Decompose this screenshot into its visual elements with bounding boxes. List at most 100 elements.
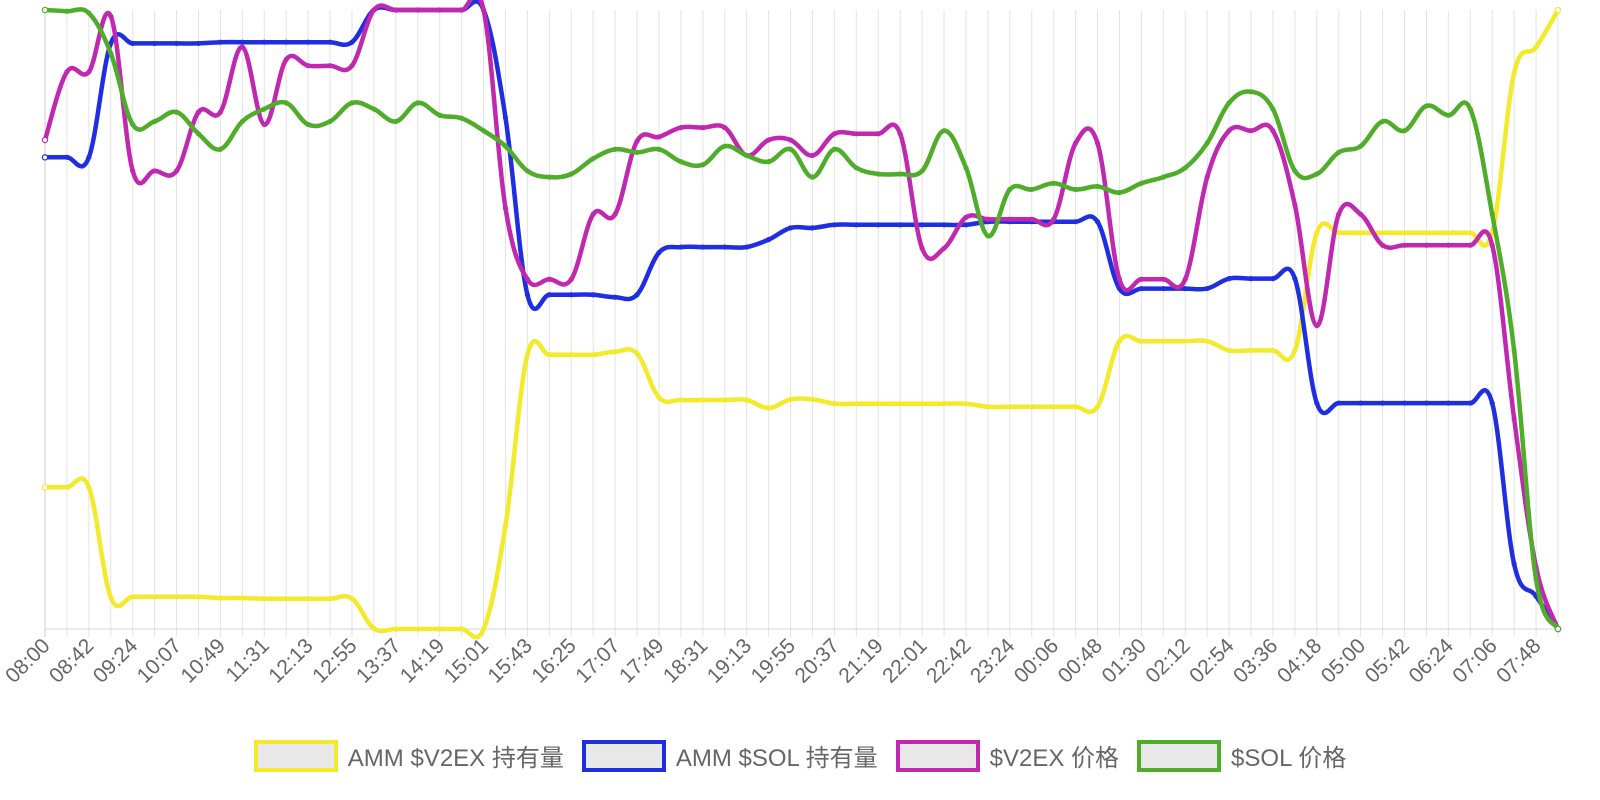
data-point[interactable] — [919, 245, 925, 251]
data-point[interactable] — [1270, 128, 1276, 134]
data-point[interactable] — [590, 292, 596, 298]
data-point[interactable] — [809, 396, 816, 402]
data-point[interactable] — [502, 523, 509, 529]
data-point[interactable] — [766, 237, 772, 243]
data-point[interactable] — [831, 401, 837, 407]
data-point[interactable] — [722, 397, 728, 403]
data-point[interactable] — [744, 152, 750, 159]
data-point[interactable] — [722, 143, 728, 149]
data-point[interactable] — [1138, 285, 1144, 292]
data-point[interactable] — [787, 146, 794, 152]
data-point[interactable] — [415, 100, 421, 106]
data-point[interactable] — [1072, 404, 1079, 410]
data-point[interactable] — [327, 39, 333, 45]
data-point[interactable] — [875, 401, 881, 407]
data-point[interactable] — [700, 244, 706, 250]
data-point[interactable] — [897, 222, 903, 228]
data-point[interactable] — [152, 40, 158, 47]
data-point[interactable] — [1072, 186, 1079, 193]
data-point[interactable] — [41, 6, 49, 14]
data-point[interactable] — [1358, 211, 1364, 217]
data-point[interactable] — [459, 7, 465, 13]
data-point[interactable] — [1094, 140, 1101, 146]
data-point[interactable] — [875, 222, 881, 228]
data-point[interactable] — [86, 69, 92, 75]
data-point[interactable] — [831, 131, 837, 137]
data-point[interactable] — [1226, 347, 1232, 354]
data-point[interactable] — [941, 401, 947, 407]
data-point[interactable] — [283, 56, 289, 63]
data-point[interactable] — [1094, 183, 1101, 190]
data-point[interactable] — [480, 128, 487, 134]
data-point[interactable] — [217, 595, 224, 601]
data-point[interactable] — [1182, 338, 1188, 344]
data-point[interactable] — [1094, 404, 1101, 410]
data-point[interactable] — [1292, 276, 1298, 282]
data-point[interactable] — [371, 625, 377, 631]
data-point[interactable] — [283, 100, 289, 106]
data-point[interactable] — [1533, 44, 1539, 50]
data-point[interactable] — [217, 109, 224, 115]
data-point[interactable] — [524, 292, 531, 298]
data-point[interactable] — [1138, 180, 1144, 186]
data-point[interactable] — [656, 146, 662, 152]
data-point[interactable] — [239, 118, 245, 125]
data-point[interactable] — [327, 63, 333, 69]
data-point[interactable] — [1138, 338, 1144, 344]
data-point[interactable] — [1072, 140, 1079, 146]
data-point[interactable] — [678, 244, 684, 250]
data-point[interactable] — [875, 171, 881, 177]
data-point[interactable] — [1051, 216, 1057, 222]
data-point[interactable] — [853, 401, 859, 407]
data-point[interactable] — [766, 159, 772, 165]
data-point[interactable] — [1423, 242, 1430, 248]
legend-item[interactable]: AMM $V2EX 持有量 — [253, 738, 564, 773]
data-point[interactable] — [897, 131, 903, 137]
data-point[interactable] — [1116, 276, 1123, 282]
data-point[interactable] — [1445, 112, 1451, 118]
data-point[interactable] — [1401, 400, 1408, 406]
data-point[interactable] — [1204, 338, 1210, 344]
data-point[interactable] — [349, 596, 355, 602]
data-point[interactable] — [1094, 219, 1101, 225]
data-point[interactable] — [64, 8, 70, 14]
data-point[interactable] — [1029, 216, 1035, 222]
data-point[interactable] — [787, 396, 794, 402]
data-point[interactable] — [261, 596, 267, 602]
data-point[interactable] — [130, 168, 136, 174]
data-point[interactable] — [502, 205, 509, 211]
data-point[interactable] — [1248, 276, 1254, 282]
data-point[interactable] — [1401, 242, 1408, 248]
data-point[interactable] — [744, 397, 750, 403]
legend-item[interactable]: $SOL 价格 — [1137, 738, 1346, 773]
data-point[interactable] — [1182, 276, 1188, 282]
data-point[interactable] — [919, 401, 925, 407]
data-point[interactable] — [1248, 347, 1254, 354]
data-point[interactable] — [41, 136, 49, 144]
data-point[interactable] — [152, 594, 158, 600]
data-point[interactable] — [546, 276, 552, 282]
data-point[interactable] — [305, 63, 311, 69]
data-point[interactable] — [437, 7, 443, 13]
data-point[interactable] — [766, 137, 772, 143]
data-point[interactable] — [1445, 230, 1451, 236]
data-point[interactable] — [437, 626, 443, 632]
data-point[interactable] — [985, 233, 991, 239]
data-point[interactable] — [393, 7, 399, 13]
data-point[interactable] — [195, 131, 202, 137]
data-point[interactable] — [1314, 400, 1320, 406]
data-point[interactable] — [1314, 323, 1320, 329]
data-point[interactable] — [1358, 143, 1364, 149]
data-point[interactable] — [1554, 625, 1562, 633]
data-point[interactable] — [86, 10, 92, 16]
data-point[interactable] — [1423, 230, 1430, 236]
data-point[interactable] — [568, 352, 574, 358]
data-point[interactable] — [41, 154, 49, 161]
data-point[interactable] — [546, 174, 552, 180]
data-point[interactable] — [1292, 347, 1298, 354]
data-point[interactable] — [656, 134, 662, 140]
data-point[interactable] — [875, 131, 881, 137]
data-point[interactable] — [1467, 106, 1473, 112]
data-point[interactable] — [195, 40, 202, 47]
data-point[interactable] — [700, 397, 706, 403]
